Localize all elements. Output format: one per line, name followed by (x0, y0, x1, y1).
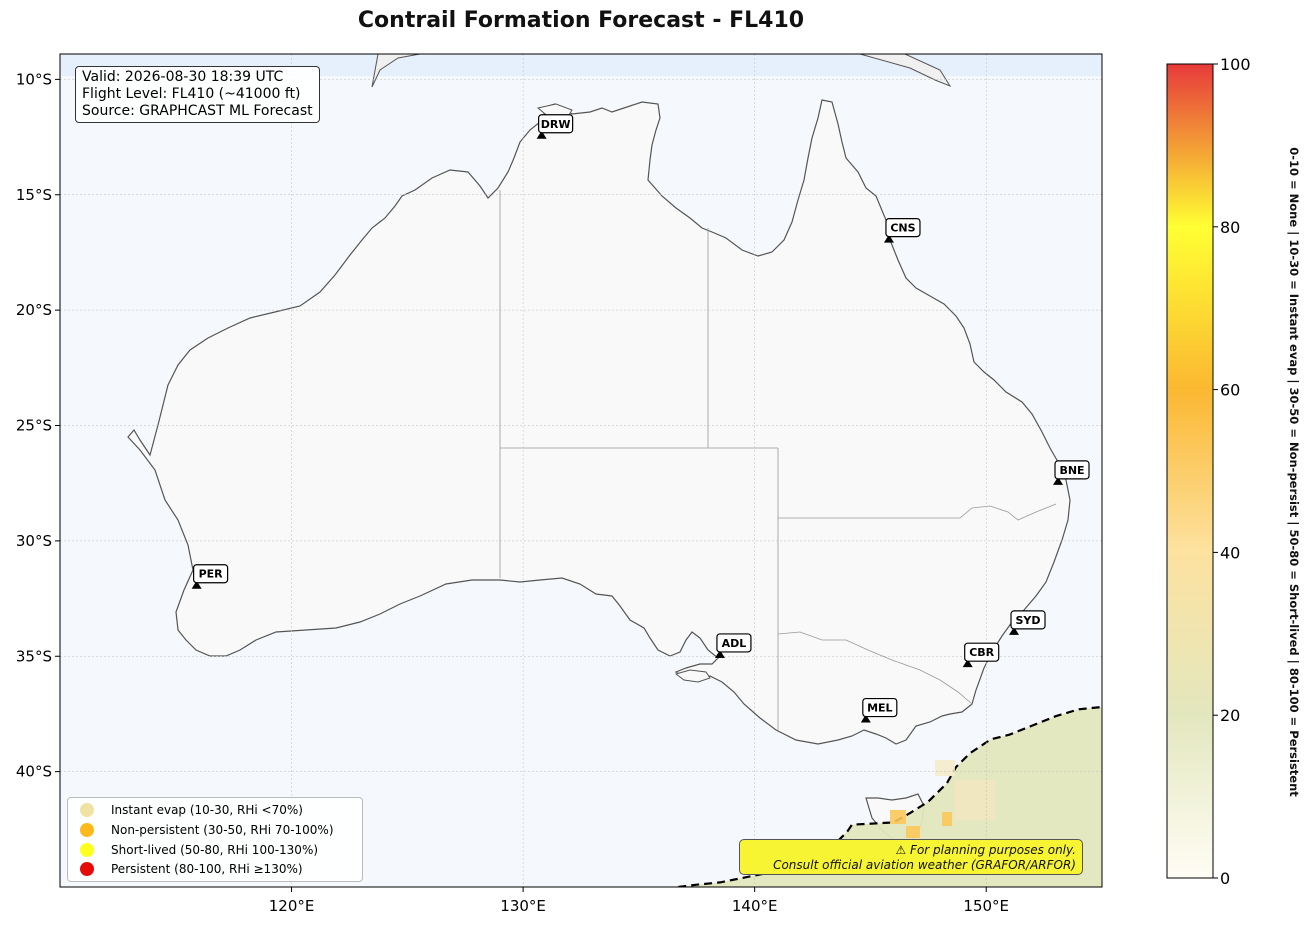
field-patch-nonpersistent (942, 812, 952, 826)
airport-marker-icon (714, 649, 725, 658)
state-borders (499, 190, 1057, 730)
airport-label-box (885, 217, 921, 238)
chart-title: Contrail Formation Forecast - FL410 (357, 8, 805, 33)
airport-marker-icon (860, 714, 871, 723)
airport-marker-icon (962, 659, 973, 668)
airport-marker-icon (883, 234, 894, 243)
legend-item-short-lived: Short-lived (50-80, RHi 100-130%) (80, 841, 318, 859)
axis-ticks: 120°E 130°E 140°E 150°E 10°S 15°S 20°S 25°S 30°S… (16, 70, 1009, 915)
airport-label-box (538, 114, 574, 134)
airport-label-box (1010, 610, 1046, 630)
x-tick-label: 120°E (269, 897, 315, 915)
legend-label: Instant evap (10-30, RHi <70%) (111, 803, 303, 817)
airport-per: PER (191, 564, 229, 589)
new-guinea-coast (371, 54, 952, 88)
airport-adl: ADL (714, 633, 752, 658)
airport-code: DRW (541, 118, 571, 131)
colorbar-tick-label: 0 (1220, 869, 1230, 888)
nsw-vic-border (777, 631, 973, 705)
legend: Instant evap (10-30, RHi <70%) Non-persi… (67, 797, 363, 882)
legend-dot (80, 803, 94, 817)
field-patch (955, 780, 995, 820)
airport-mel: MEL (860, 697, 898, 723)
contrail-region-boundary (678, 705, 1102, 887)
colorbar-label-text: 0-10 = None | 10-30 = Instant evap | 30-… (1287, 147, 1301, 797)
legend-item-instant-evap: Instant evap (10-30, RHi <70%) (80, 801, 303, 819)
colorbar-tick-label: 100 (1220, 55, 1251, 74)
airport-label-box (862, 697, 898, 718)
warning-line-2: Consult official aviation weather (GRAFO… (773, 858, 1076, 872)
airport-markers: DRW CNS BNE PER ADL SYD CBR MEL (191, 114, 1090, 723)
x-tick-label: 140°E (732, 897, 778, 915)
legend-label: Short-lived (50-80, RHi 100-130%) (111, 843, 319, 857)
info-box: Valid: 2026-08-30 18:39 UTC Flight Level… (75, 66, 320, 123)
colorbar-ticks: 0 20 40 60 80 100 (1213, 55, 1251, 888)
airport-marker-icon (1009, 626, 1020, 635)
colorbar-tick-label: 60 (1220, 381, 1240, 400)
y-tick-label: 20°S (16, 301, 52, 319)
airport-label-box (716, 633, 752, 653)
colorbar (1166, 63, 1214, 879)
legend-item-non-persistent: Non-persistent (30-50, RHi 70-100%) (80, 821, 334, 839)
valid-time: Valid: 2026-08-30 18:39 UTC (82, 69, 284, 85)
colorbar-tick-label: 40 (1220, 543, 1240, 562)
y-tick-label: 10°S (16, 70, 52, 88)
colorbar-tick-label: 80 (1220, 218, 1240, 237)
airport-syd: SYD (1009, 610, 1046, 635)
airport-code: PER (199, 568, 224, 581)
y-tick-label: 15°S (16, 186, 52, 204)
flight-level: Flight Level: FL410 (~41000 ft) (82, 86, 301, 102)
field-patch-nonpersistent (906, 826, 920, 838)
airport-code: CBR (969, 646, 994, 659)
x-tick-label: 150°E (963, 897, 1009, 915)
airport-drw: DRW (536, 114, 574, 139)
colorbar-label: 0-10 = None | 10-30 = Instant evap | 30-… (1284, 66, 1304, 878)
australia-coastline (127, 99, 1071, 745)
airport-code: CNS (890, 222, 915, 235)
airport-label-box (964, 642, 1000, 662)
colorbar-tick-label: 20 (1220, 706, 1240, 725)
legend-label: Non-persistent (30-50, RHi 70-100%) (111, 823, 334, 837)
legend-item-persistent: Persistent (80-100, RHi ≥130%) (80, 860, 303, 878)
field-patch (935, 760, 955, 776)
legend-dot (80, 823, 94, 837)
legend-label: Persistent (80-100, RHi ≥130%) (111, 862, 303, 876)
qld-nsw-border (778, 503, 1057, 521)
field-patch-nonpersistent (890, 810, 906, 824)
airport-marker-icon (191, 580, 202, 589)
data-source: Source: GRAPHCAST ML Forecast (82, 103, 313, 119)
airport-label-box (1054, 460, 1090, 480)
airport-cns: CNS (883, 217, 921, 243)
kangaroo-island (674, 669, 711, 683)
ocean-north-band (60, 54, 1102, 76)
legend-dot (80, 862, 94, 876)
airport-code: ADL (722, 637, 747, 650)
airport-label-box (193, 564, 229, 584)
airport-bne: BNE (1053, 460, 1090, 485)
plot-frame (59, 53, 1103, 888)
y-tick-label: 30°S (16, 532, 52, 550)
airport-code: MEL (867, 702, 892, 715)
airport-marker-icon (536, 130, 547, 139)
y-tick-label: 35°S (16, 647, 52, 665)
warning-line-1: ⚠ For planning purposes only. (895, 843, 1076, 857)
legend-dot (80, 843, 94, 857)
y-tick-label: 40°S (16, 763, 52, 781)
x-tick-label: 130°E (500, 897, 546, 915)
airport-code: BNE (1059, 464, 1084, 477)
planning-warning: ⚠ For planning purposes only. Consult of… (739, 839, 1083, 875)
airport-marker-icon (1053, 476, 1064, 485)
airport-code: SYD (1015, 614, 1040, 627)
airport-cbr: CBR (962, 642, 1000, 668)
y-tick-label: 25°S (16, 417, 52, 435)
